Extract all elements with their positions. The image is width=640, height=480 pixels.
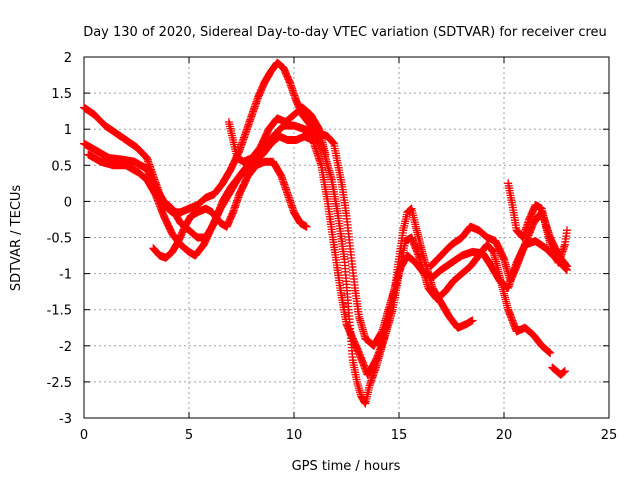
y-tick-label: 0 bbox=[64, 195, 72, 210]
x-tick-label: 0 bbox=[80, 428, 88, 443]
point-marks bbox=[224, 103, 330, 166]
y-tick-label: -1 bbox=[59, 268, 72, 283]
x-tick-label: 25 bbox=[601, 428, 618, 443]
x-tick-label: 20 bbox=[496, 428, 513, 443]
data-points bbox=[80, 58, 571, 408]
axis-ticks: 0 5 10 15 20 25 -3 -2.5 -2 -1.5 -1 -0.5 0 0.5 1 1.5 2 bbox=[47, 51, 618, 443]
point-marks bbox=[548, 363, 569, 379]
y-tick-label: 0.5 bbox=[51, 159, 72, 174]
x-tick-label: 10 bbox=[286, 428, 303, 443]
x-axis-label: GPS time / hours bbox=[292, 459, 401, 474]
y-tick-label: -2.5 bbox=[47, 376, 72, 391]
series-sat-c bbox=[84, 132, 555, 379]
chart-title: Day 130 of 2020, Sidereal Day-to-day VTE… bbox=[83, 25, 607, 40]
x-tick-label: 15 bbox=[391, 428, 408, 443]
y-tick-label: -1.5 bbox=[47, 304, 72, 319]
series-sat-h bbox=[548, 363, 569, 379]
point-marks bbox=[84, 132, 555, 379]
y-tick-label: 2 bbox=[64, 51, 72, 66]
y-tick-label: 1 bbox=[64, 123, 72, 138]
series-sat-e bbox=[224, 103, 330, 166]
y-tick-label: 1.5 bbox=[51, 87, 72, 102]
point-marks bbox=[504, 179, 571, 267]
y-axis-label: SDTVAR / TECUs bbox=[9, 185, 24, 292]
y-tick-label: -0.5 bbox=[47, 232, 72, 247]
plot-frame bbox=[83, 56, 610, 419]
y-tick-label: -3 bbox=[59, 412, 72, 427]
y-tick-label: -2 bbox=[59, 340, 72, 355]
point-marks bbox=[149, 157, 311, 262]
series-sat-d bbox=[149, 157, 311, 262]
series-sat-g bbox=[504, 179, 571, 267]
x-tick-label: 5 bbox=[185, 428, 193, 443]
